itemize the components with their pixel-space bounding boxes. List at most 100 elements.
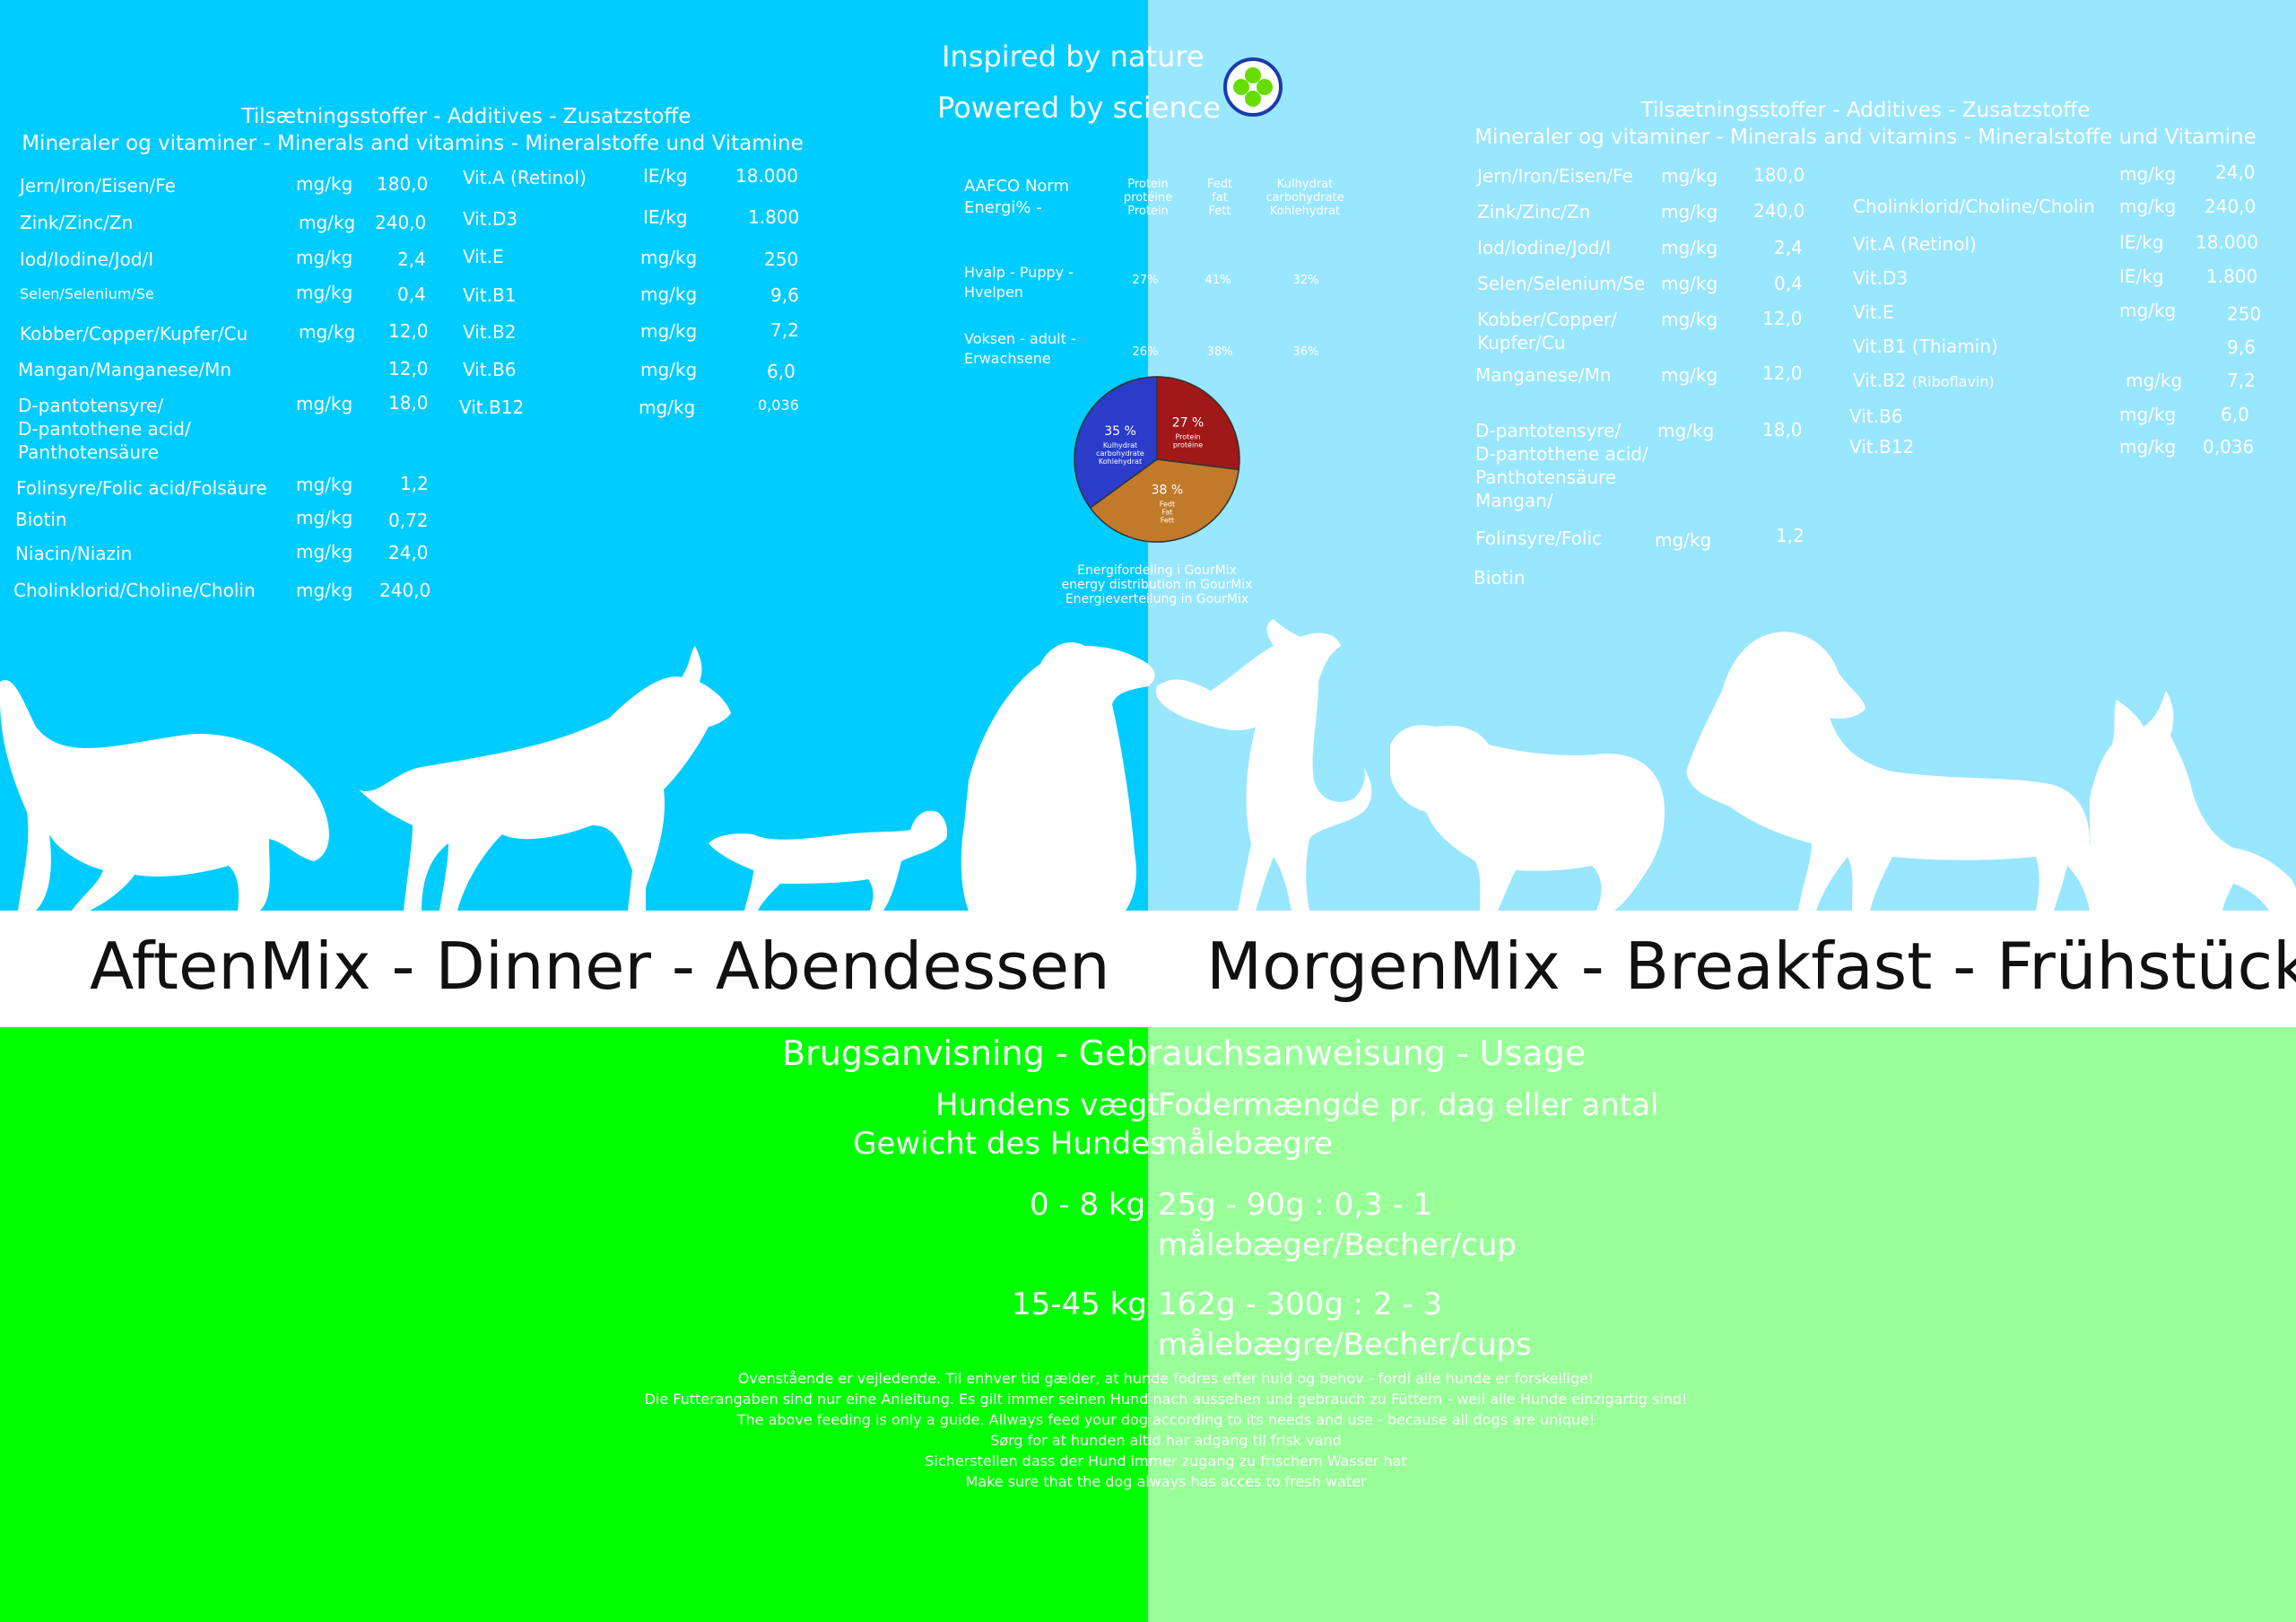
mineral-value: 0,4	[1774, 273, 1803, 294]
pie-caption: Energifordeling i GourMix energy distribu…	[1061, 563, 1253, 606]
mineral-value: 240,0	[379, 580, 431, 601]
puppy-label: Hvalp - Puppy -	[964, 264, 1074, 281]
vitamin-value: 1.800	[748, 206, 800, 228]
mineral-name-line3: Panthotensäure	[18, 441, 160, 463]
vitamin-name: Vit.A (Retinol)	[463, 167, 587, 188]
weight-row-small: 0 - 8 kg	[1030, 1187, 1146, 1223]
mineral-unit: mg/kg	[296, 393, 353, 414]
mineral-name: D-pantotensyre/	[18, 395, 164, 416]
mineral-unit: mg/kg	[1661, 165, 1718, 187]
amount-row-large: 162g - 300g : 2 - 3	[1158, 1286, 1443, 1322]
right-minerals-heading: Mineraler og vitaminer - Minerals and vi…	[1474, 126, 2257, 149]
pie-sublabel: Kulhydrat	[1103, 441, 1137, 449]
mineral-name: Biotin	[1474, 567, 1526, 589]
mineral-value: 180,0	[377, 173, 429, 195]
vitamin-value: 240,0	[2205, 196, 2257, 217]
vitamin-name: Vit.D3	[463, 208, 518, 230]
usage-right-background	[1148, 1027, 2296, 1622]
vitamin-value: 24,0	[2215, 161, 2256, 183]
vitamin-value: 7,2	[770, 319, 799, 341]
vitamin-name: Cholinklorid/Choline/Cholin	[1853, 196, 2095, 217]
jumping-dog-icon	[1156, 619, 1372, 911]
vitamin-name: Vit.B1 (Thiamin)	[1853, 336, 1998, 357]
usage-left-background	[0, 1027, 1148, 1622]
mineral-unit: mg/kg	[296, 474, 353, 495]
vitamin-unit: mg/kg	[2126, 370, 2183, 391]
vitamin-unit: mg/kg	[640, 247, 698, 268]
mineral-unit: mg/kg	[296, 282, 353, 303]
pie-sublabel: Fett	[1161, 517, 1174, 525]
mineral-unit: mg/kg	[299, 321, 356, 343]
mineral-value: 2,4	[1774, 237, 1803, 258]
column-fat: Fedt fat Fett	[1206, 178, 1233, 218]
vitamin-value: 9,6	[770, 284, 799, 306]
left-minerals-heading: Mineraler og vitaminer - Minerals and vi…	[22, 132, 804, 155]
vitamin-value: 6,0	[2221, 404, 2249, 425]
mineral-unit: mg/kg	[1655, 529, 1712, 551]
mineral-name: Selen/Selenium/Se	[1477, 273, 1646, 294]
vitamin-name: Vit.B2 (Riboflavin)	[1853, 370, 1995, 391]
pie-slice-protein	[1156, 376, 1240, 471]
vitamin-unit: mg/kg	[2119, 196, 2177, 217]
vitamin-unit: mg/kg	[2119, 404, 2177, 425]
vitamin-unit: mg/kg	[639, 397, 696, 418]
puppy-carbohydrate: 32%	[1292, 274, 1319, 287]
vitamin-name: Vit.B6	[1849, 406, 1903, 427]
vitamin-value: 1.800	[2206, 266, 2258, 287]
vitamin-unit: mg/kg	[640, 320, 698, 342]
mineral-name-line2: D-pantothene acid/	[1475, 443, 1648, 465]
amount-label-line2: målebægre	[1158, 1126, 1334, 1162]
mineral-name: D-pantotensyre/	[1475, 420, 1622, 441]
vitamin-value: 250	[764, 249, 799, 270]
mineral-unit: mg/kg	[1661, 237, 1718, 258]
pie-slice-carbohydrate	[1074, 376, 1158, 510]
note-line: Die Futterangaben sind nur eine Anleitun…	[644, 1391, 1688, 1408]
vitamin-unit: IE/kg	[643, 206, 688, 228]
mineral-unit: mg/kg	[1661, 201, 1718, 222]
title-band	[0, 911, 2296, 1027]
column-carbohydrate: Kulhydrat carbohydrate Kohlehydrat	[1265, 178, 1344, 218]
mineral-value: 24,0	[388, 542, 429, 563]
right-additives-heading: Tilsætningsstoffer - Additives - Zusatzs…	[1640, 99, 2091, 122]
mineral-value: 1,2	[400, 473, 429, 494]
vitamin-name: Vit.B12	[1849, 436, 1915, 458]
pie-sublabel: protéine	[1173, 440, 1203, 449]
adult-protein: 26%	[1132, 345, 1159, 359]
spaniel-dog-icon	[1390, 725, 1665, 911]
mineral-name-line4: Mangan/	[1475, 490, 1553, 511]
vitamin-unit: mg/kg	[640, 283, 698, 305]
note-line: Ovenstående er vejledende. Til enhver ti…	[737, 1370, 1595, 1387]
adult-label: Voksen - adult -	[964, 330, 1076, 347]
column-protein: Protein protéine Protein	[1123, 178, 1173, 218]
mineral-unit: mg/kg	[296, 247, 353, 268]
sitting-dog-icon	[961, 642, 1155, 911]
mineral-unit: mg/kg	[1661, 309, 1718, 330]
amount-row-large-line2: målebægre/Becher/cups	[1158, 1327, 1532, 1363]
mineral-name-line3: Panthotensäure	[1475, 467, 1617, 488]
mineral-name-line2: Kupfer/Cu	[1477, 332, 1566, 353]
mineral-name: Biotin	[15, 509, 67, 530]
adult-fat: 38%	[1206, 345, 1233, 359]
pie-label: 35 %	[1104, 424, 1136, 439]
mineral-value: 12,0	[388, 358, 429, 379]
vitamin-name: Vit.B2	[463, 321, 517, 343]
mineral-value: 18,0	[1762, 419, 1803, 440]
vitamin-unit: IE/kg	[643, 165, 688, 187]
mineral-name: Kobber/Copper/Kupfer/Cu	[20, 323, 248, 344]
mineral-unit: mg/kg	[296, 541, 353, 562]
vitamin-value: 7,2	[2227, 370, 2256, 391]
mineral-value: 240,0	[1753, 200, 1805, 222]
weight-label: Hundens vægt	[935, 1087, 1160, 1123]
tagline-science: Powered by science	[937, 91, 1222, 125]
weight-row-large: 15-45 kg	[1012, 1286, 1147, 1322]
mineral-name: Zink/Zinc/Zn	[1477, 201, 1591, 222]
weight-label-de: Gewicht des Hundes	[853, 1126, 1166, 1162]
puppy-fat: 41%	[1205, 274, 1231, 287]
vitamin-name: Vit.A (Retinol)	[1853, 233, 1977, 255]
note-line: The above feeding is only a guide. Allwa…	[736, 1411, 1596, 1428]
vitamin-name: Vit.E	[463, 246, 504, 267]
vitamin-name: Vit.B12	[459, 397, 525, 418]
shepherd-dog-icon	[359, 646, 731, 911]
mineral-unit: mg/kg	[1661, 273, 1718, 294]
